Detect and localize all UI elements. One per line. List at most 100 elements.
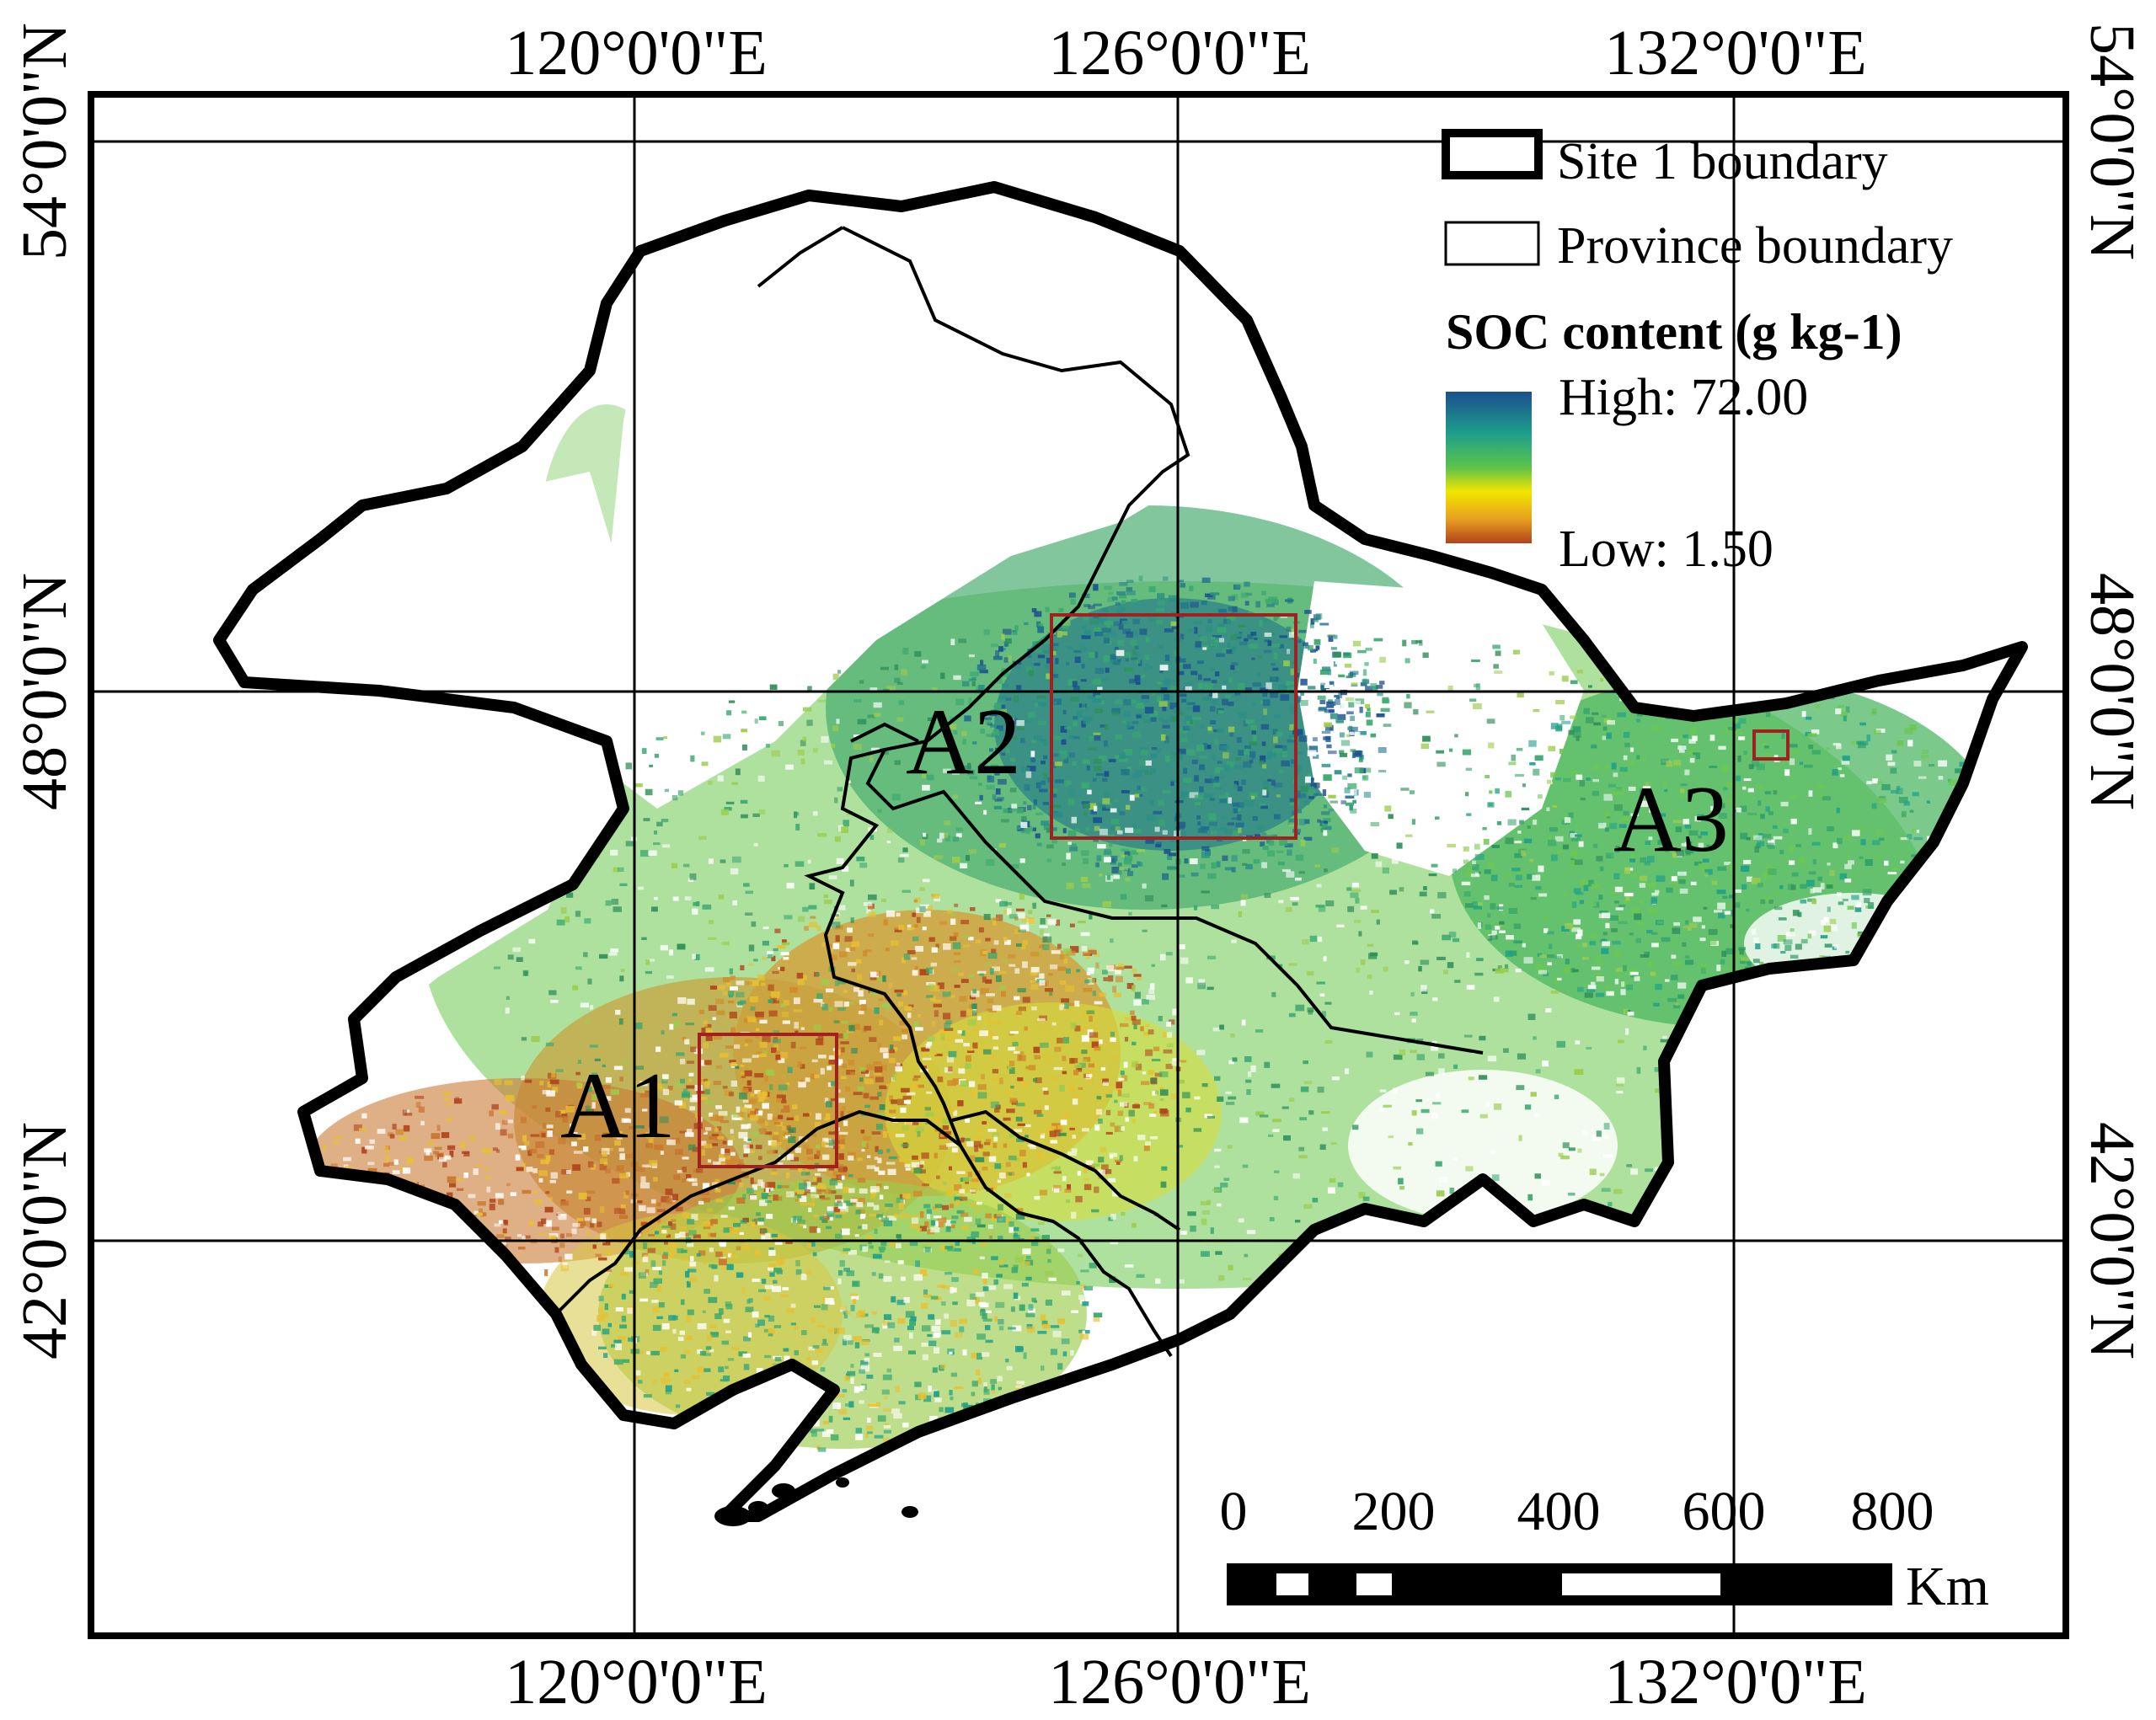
raster-speckle [1427, 825, 1435, 829]
raster-speckle [780, 1185, 789, 1189]
raster-speckle [1516, 654, 1525, 661]
raster-speckle [1933, 911, 1941, 914]
raster-speckle [1105, 1094, 1113, 1098]
raster-speckle [794, 1215, 803, 1221]
raster-speckle [1235, 584, 1241, 589]
raster-speckle [1131, 1104, 1141, 1108]
raster-speckle [860, 1214, 865, 1220]
raster-speckle [994, 702, 1003, 708]
raster-speckle [354, 1183, 359, 1189]
raster-speckle [555, 1110, 561, 1118]
raster-speckle [1542, 1060, 1549, 1067]
raster-speckle [992, 966, 1000, 971]
raster-speckle [1432, 1102, 1442, 1105]
raster-speckle [1148, 1070, 1154, 1075]
raster-speckle [1062, 1055, 1067, 1061]
raster-speckle [516, 957, 523, 962]
raster-speckle [1171, 626, 1178, 629]
raster-speckle [1049, 1130, 1057, 1137]
raster-speckle [772, 1135, 779, 1142]
raster-speckle [811, 1059, 818, 1063]
raster-speckle [1488, 742, 1495, 749]
raster-speckle [1145, 1049, 1153, 1056]
raster-speckle [728, 1206, 735, 1210]
raster-speckle [818, 1055, 827, 1059]
raster-speckle [498, 1199, 505, 1205]
raster-speckle [1344, 787, 1351, 793]
raster-speckle [1362, 669, 1367, 676]
raster-speckle [1543, 972, 1549, 977]
raster-speckle [1675, 849, 1684, 857]
raster-speckle [364, 1146, 374, 1150]
raster-speckle [1053, 753, 1059, 757]
raster-speckle [1263, 708, 1267, 715]
raster-speckle [1654, 1066, 1661, 1072]
raster-speckle [894, 928, 902, 932]
raster-speckle [1851, 895, 1859, 900]
raster-speckle [1072, 1135, 1077, 1139]
raster-speckle [1264, 639, 1270, 643]
raster-speckle [1891, 978, 1897, 986]
raster-speckle [837, 979, 846, 985]
raster-speckle [1267, 850, 1276, 857]
raster-speckle [1318, 649, 1325, 653]
raster-speckle [1278, 770, 1284, 774]
raster-speckle [1350, 670, 1359, 676]
raster-speckle [1324, 1243, 1331, 1247]
raster-speckle [1072, 761, 1077, 766]
raster-speckle [1859, 740, 1869, 745]
raster-speckle [1469, 1233, 1473, 1237]
raster-speckle [1178, 1079, 1185, 1084]
raster-speckle [1061, 752, 1067, 760]
raster-speckle [1226, 761, 1235, 767]
raster-speckle [829, 1216, 833, 1221]
raster-speckle [1820, 883, 1825, 889]
raster-speckle [1062, 624, 1069, 629]
raster-speckle [878, 998, 884, 1002]
raster-speckle [1240, 900, 1246, 906]
raster-speckle [1323, 818, 1331, 823]
raster-speckle [1767, 840, 1774, 845]
raster-speckle [1511, 868, 1521, 872]
raster-speckle [975, 939, 982, 943]
raster-speckle [540, 1159, 549, 1165]
raster-speckle [1106, 964, 1115, 972]
raster-speckle [1051, 1076, 1057, 1081]
raster-speckle [738, 1131, 748, 1139]
raster-speckle [675, 1233, 680, 1238]
raster-speckle [966, 855, 970, 862]
raster-speckle [1770, 985, 1779, 991]
raster-speckle [1156, 696, 1162, 702]
raster-speckle [424, 1155, 433, 1162]
raster-speckle [1765, 710, 1771, 718]
raster-speckle [1108, 975, 1114, 982]
raster-speckle [779, 966, 785, 971]
raster-speckle [1398, 1178, 1404, 1185]
raster-speckle [1282, 868, 1291, 872]
raster-speckle [1057, 1038, 1063, 1044]
raster-speckle [1257, 655, 1263, 659]
raster-speckle [901, 1143, 910, 1147]
raster-speckle [853, 987, 860, 992]
raster-speckle [757, 1091, 767, 1098]
raster-speckle [1135, 703, 1145, 709]
raster-speckle [1594, 955, 1602, 959]
raster-speckle [761, 982, 766, 986]
raster-speckle [986, 1008, 993, 1012]
raster-speckle [739, 1000, 746, 1005]
raster-speckle [1074, 1064, 1082, 1068]
raster-speckle [767, 1429, 775, 1435]
raster-speckle [842, 1389, 848, 1393]
raster-speckle [1698, 863, 1706, 867]
raster-speckle [1915, 889, 1923, 895]
raster-speckle [1999, 874, 2005, 881]
raster-speckle [1142, 999, 1149, 1005]
raster-speckle [1835, 708, 1842, 714]
raster-speckle [1379, 656, 1386, 663]
raster-speckle [704, 1060, 712, 1066]
raster-speckle [407, 1226, 413, 1232]
raster-speckle [705, 1127, 712, 1131]
raster-speckle [746, 1144, 753, 1149]
raster-speckle [1827, 863, 1831, 866]
raster-speckle [1288, 632, 1295, 638]
